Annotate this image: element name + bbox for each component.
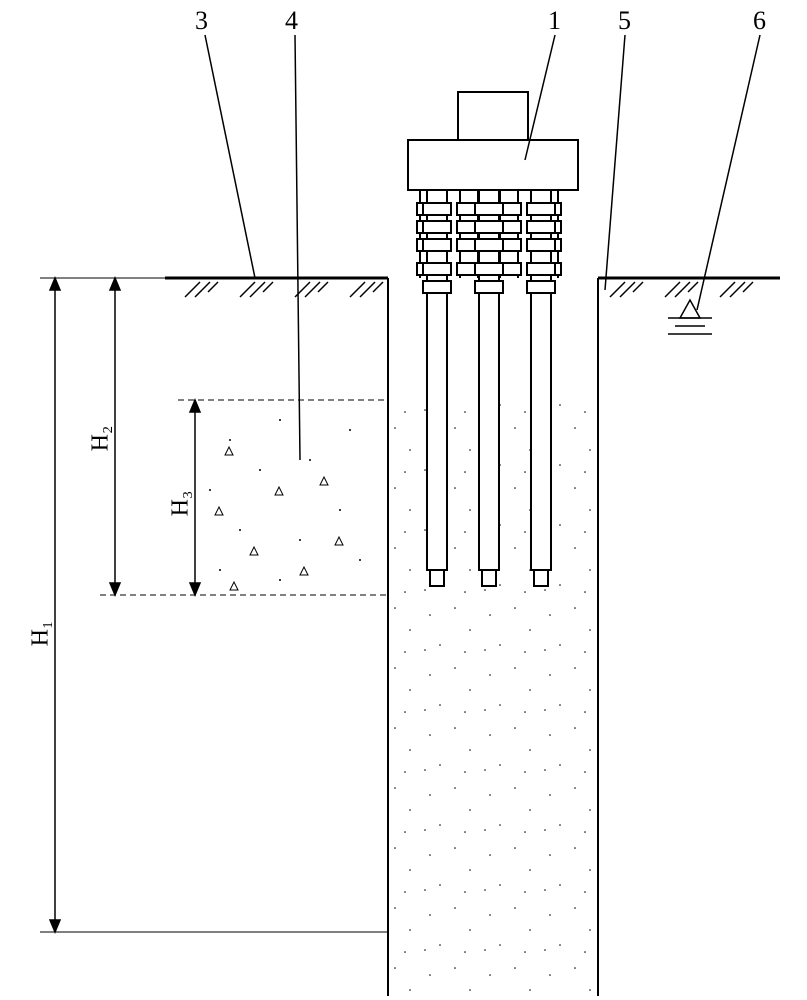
- drill-pipes-3: [423, 190, 555, 586]
- label-5: 5: [618, 6, 631, 36]
- ground-hatching-left: [185, 282, 383, 297]
- leader-5: [605, 35, 625, 290]
- dim-label-h3: H₃: [167, 491, 194, 517]
- label-3: 3: [195, 6, 208, 36]
- label-4: 4: [285, 6, 298, 36]
- label-1: 1: [548, 6, 561, 36]
- dim-label-h1: H₁: [27, 621, 54, 647]
- leader-6: [697, 35, 760, 310]
- drilling-machine: [408, 92, 578, 190]
- ground-hatching-right: [610, 282, 753, 297]
- concrete-zone-left: [209, 419, 361, 590]
- leader-3: [205, 35, 255, 278]
- engineering-diagram: [0, 0, 807, 1000]
- leader-4: [295, 35, 300, 460]
- label-6: 6: [753, 6, 766, 36]
- water-table-icon: [668, 300, 712, 334]
- dim-h1: [50, 278, 60, 932]
- dim-label-h2: H₂: [87, 426, 114, 452]
